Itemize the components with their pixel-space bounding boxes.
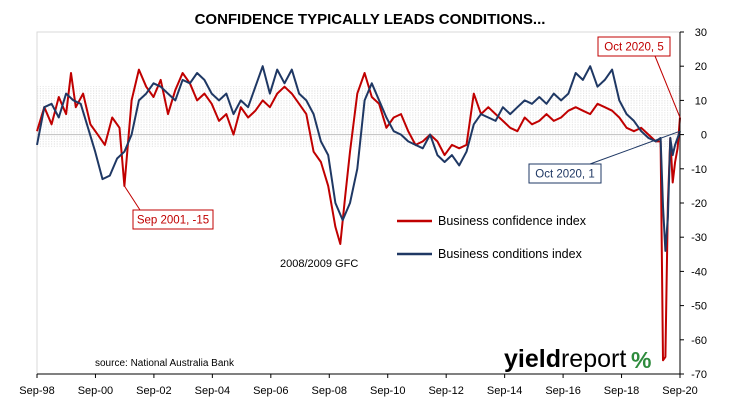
y-tick-label: -10: [691, 164, 707, 176]
y-tick-label: 30: [695, 27, 707, 39]
logo-text: yieldreport: [504, 345, 626, 373]
legend: Business confidence index Business condi…: [397, 214, 587, 261]
legend-confidence-label: Business confidence index: [438, 214, 587, 228]
x-tick-label: Sep-20: [662, 385, 697, 397]
x-tick-label: Sep-18: [604, 385, 639, 397]
callout-oct2020-conditions-leader: [589, 130, 681, 165]
callout-sep2001-label: Sep 2001, -15: [137, 215, 209, 227]
y-tick-label: -70: [691, 369, 707, 381]
plot-frame: [36, 31, 681, 375]
y-tick-label: 10: [695, 95, 707, 107]
axes: 30 20 10 0 -10 -20 -30 -40 -50 -60 -70 Sep-98 Sep-00…: [19, 27, 707, 397]
yieldreport-logo: yieldreport %: [504, 345, 651, 373]
callout-oct2020-conditions-box: [528, 163, 602, 184]
logo-yield: yield: [504, 345, 561, 373]
x-tick-label: Sep-04: [195, 385, 230, 397]
x-tick-label: Sep-02: [136, 385, 171, 397]
y-tick-label: -40: [691, 266, 707, 278]
legend-conditions-label: Business conditions index: [438, 247, 583, 261]
series-business-confidence-index: [36, 68, 681, 362]
callout-sep2001-box: [132, 209, 214, 230]
y-tick-label: -50: [691, 301, 707, 313]
plot-area: [36, 31, 681, 375]
callout-oct2020-conditions: Oct 2020, 1: [528, 130, 681, 184]
x-tick-label: Sep-00: [78, 385, 113, 397]
callout-sep2001-leader: [123, 185, 141, 211]
x-tick-label: Sep-98: [19, 385, 54, 397]
x-tick-label: Sep-14: [487, 385, 522, 397]
callout-oct2020-confidence-box: [597, 36, 671, 57]
source-note: source: National Australia Bank: [95, 358, 235, 369]
x-tick-label: Sep-12: [428, 385, 463, 397]
callout-oct2020-confidence-leader: [654, 55, 681, 118]
y-tick-label: -30: [691, 232, 707, 244]
series-business-conditions-index: [36, 65, 681, 252]
logo-report: report: [561, 345, 626, 373]
y-tick-label: -20: [691, 198, 707, 210]
logo-percent-icon: %: [631, 347, 651, 373]
y-tick-label: 0: [701, 130, 707, 142]
chart-title: CONFIDENCE TYPICALLY LEADS CONDITIONS...: [195, 11, 546, 28]
x-tick-label: Sep-16: [545, 385, 580, 397]
x-tick-label: Sep-06: [253, 385, 288, 397]
callout-oct2020-confidence: Oct 2020, 5: [597, 36, 681, 118]
callout-sep2001: Sep 2001, -15: [123, 185, 214, 230]
y-tick-label: -60: [691, 335, 707, 347]
x-tick-label: Sep-08: [312, 385, 347, 397]
y-tick-label: 20: [695, 61, 707, 73]
x-tick-label: Sep-10: [370, 385, 405, 397]
series-lines: [36, 65, 681, 362]
callout-oct2020-confidence-label: Oct 2020, 5: [604, 42, 663, 54]
callout-oct2020-conditions-label: Oct 2020, 1: [535, 169, 594, 181]
gfc-annotation: 2008/2009 GFC: [280, 258, 358, 270]
